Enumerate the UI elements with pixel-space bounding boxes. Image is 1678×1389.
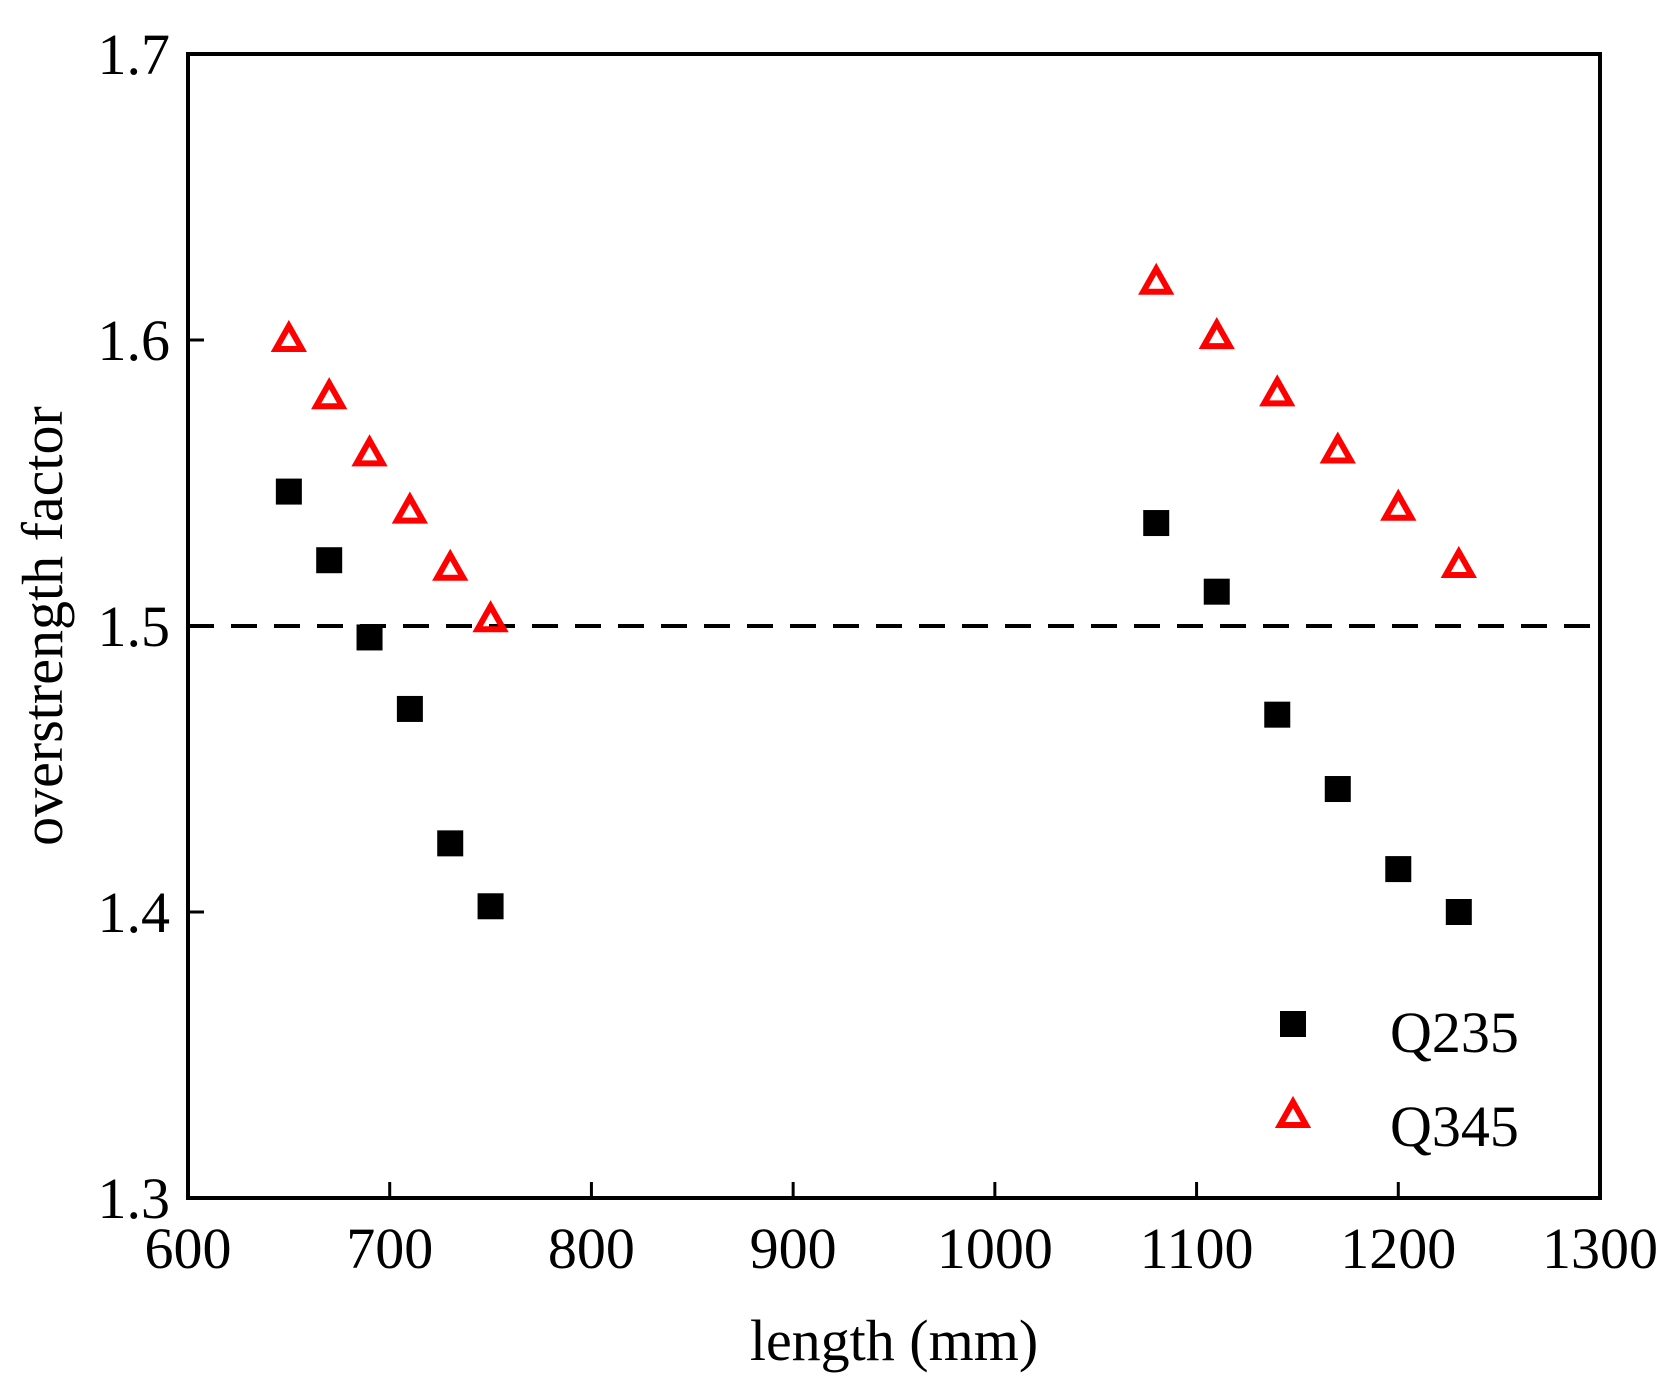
point-q235-1 — [316, 547, 343, 574]
y-axis-label: overstrength factor — [10, 406, 75, 846]
point-q235-3 — [396, 695, 423, 722]
point-q345-4 — [432, 548, 469, 581]
legend-label-q345: Q345 — [1390, 1094, 1519, 1159]
point-q345-8 — [1259, 374, 1296, 407]
data-layer — [188, 262, 1600, 925]
point-q235-2 — [356, 624, 383, 651]
x-tick-label-700: 700 — [346, 1216, 433, 1281]
x-tick-label-1300: 1300 — [1542, 1216, 1658, 1281]
y-tick-label-1.3: 1.3 — [98, 1166, 171, 1231]
point-q345-7 — [1198, 317, 1235, 350]
point-q235-7 — [1203, 578, 1230, 605]
x-tick-label-600: 600 — [145, 1216, 232, 1281]
point-q345-1 — [311, 377, 348, 410]
y-tick-label-1.7: 1.7 — [98, 22, 171, 87]
x-tick-label-900: 900 — [750, 1216, 837, 1281]
point-q345-11 — [1440, 545, 1477, 578]
point-q345-5 — [472, 600, 509, 633]
y-tick-label-1.5: 1.5 — [98, 594, 171, 659]
point-q345-3 — [391, 491, 429, 524]
y-tick-label-1.4: 1.4 — [98, 880, 171, 945]
x-axis-label: length (mm) — [750, 1308, 1038, 1373]
point-q235-11 — [1445, 899, 1472, 925]
point-q235-4 — [437, 830, 464, 857]
legend-marker-q235 — [1280, 1011, 1306, 1037]
x-tick-label-1100: 1100 — [1140, 1216, 1254, 1281]
point-q235-8 — [1264, 701, 1291, 728]
point-q235-0 — [275, 478, 302, 505]
point-q235-5 — [477, 893, 504, 920]
legend-marker-q345 — [1274, 1095, 1312, 1128]
point-q345-0 — [270, 319, 307, 352]
x-tick-label-800: 800 — [548, 1216, 635, 1281]
x-tick-label-1000: 1000 — [937, 1216, 1053, 1281]
point-q235-9 — [1324, 776, 1351, 803]
y-tick-label-1.6: 1.6 — [98, 308, 171, 373]
point-q235-10 — [1385, 856, 1412, 883]
point-q345-6 — [1138, 262, 1175, 295]
legend: Q235 Q345 — [1274, 1000, 1519, 1159]
ticks-layer: 600 700 800 900 1000 1100 1200 1300 1.3 1.4 1.5 1.6… — [98, 22, 1659, 1281]
point-q345-2 — [351, 434, 388, 467]
x-tick-label-1200: 1200 — [1340, 1216, 1456, 1281]
point-q345-9 — [1319, 431, 1356, 464]
point-q235-6 — [1143, 510, 1170, 537]
legend-label-q235: Q235 — [1390, 1000, 1519, 1065]
point-q345-10 — [1380, 488, 1417, 521]
